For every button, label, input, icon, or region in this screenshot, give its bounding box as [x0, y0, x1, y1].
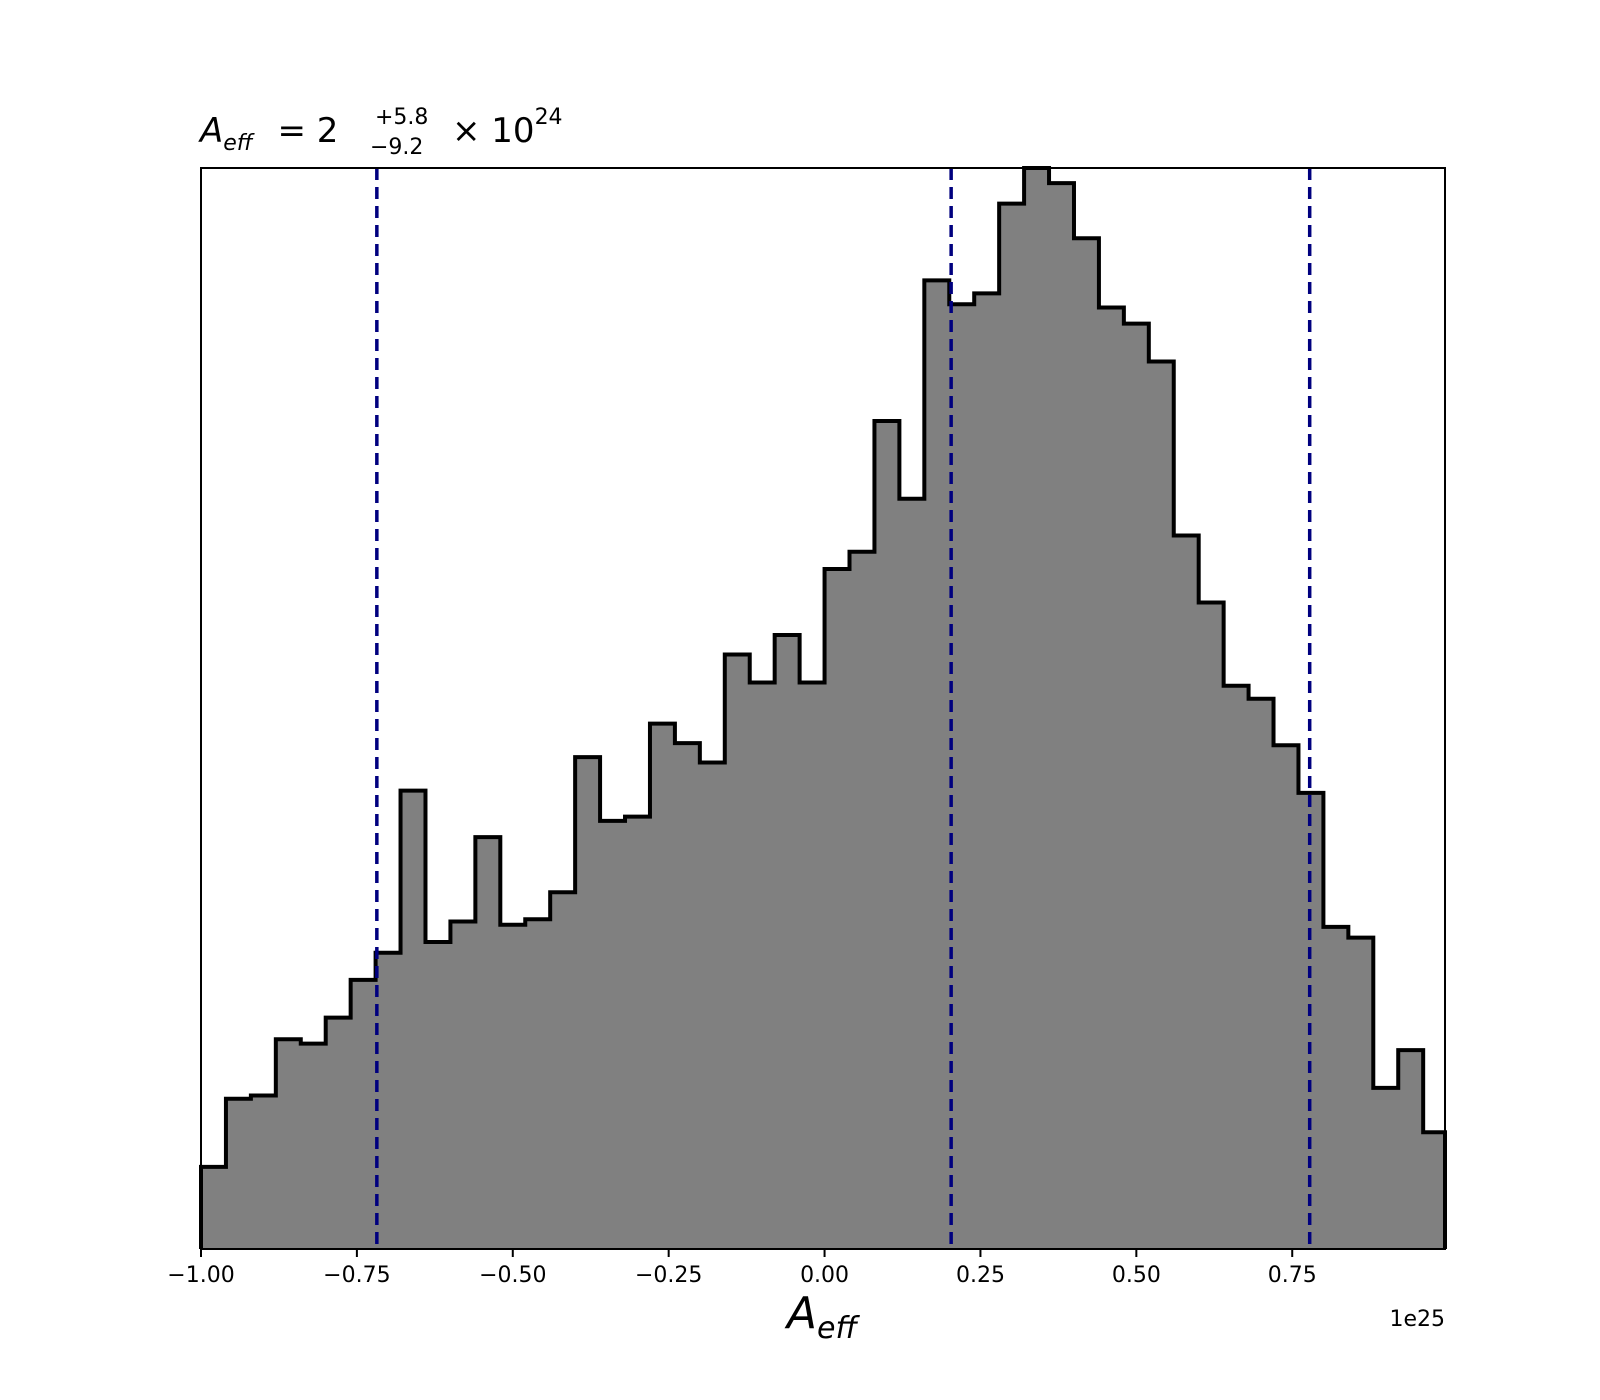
title: Aeff = 2 +5.8 −9.2 × 1024 [198, 105, 563, 160]
histogram-bar [350, 979, 377, 1249]
histogram-bars [199, 166, 1447, 1250]
histogram-bar [500, 924, 526, 1249]
histogram-bar [201, 1166, 227, 1249]
x-tick-label: −0.25 [635, 1263, 702, 1288]
histogram-bar [749, 682, 776, 1249]
x-tick-label: −0.50 [479, 1263, 546, 1288]
histogram-bar [375, 952, 402, 1249]
histogram-bar [1123, 323, 1150, 1249]
histogram-bar [300, 1043, 327, 1249]
x-tick-label: −1.00 [167, 1263, 234, 1288]
plot-frame [200, 167, 1446, 1250]
title-lower-error: −9.2 [370, 135, 423, 160]
histogram-bar [1373, 1087, 1399, 1249]
histogram-bar [874, 420, 900, 1250]
histogram-bar [400, 790, 427, 1249]
histogram-bar [1323, 926, 1349, 1249]
histogram-bar [899, 498, 925, 1249]
histogram-bar [1073, 238, 1100, 1249]
x-tick-label: 0.25 [956, 1263, 1005, 1288]
histogram-bar [1098, 307, 1125, 1250]
histogram-bar [1223, 685, 1250, 1249]
histogram-bar [1173, 535, 1200, 1249]
histogram-bar [699, 762, 726, 1249]
histogram-outline [199, 166, 1447, 1249]
title-exponent: 24 [535, 105, 563, 130]
chart-title: Aeff = 2 [198, 111, 338, 156]
x-axis-label: Aeff [784, 1288, 861, 1346]
histogram-bar [824, 569, 851, 1249]
x-tick-label: 0.75 [1268, 1263, 1317, 1288]
histogram-bar [1198, 602, 1225, 1249]
histogram-bar [475, 837, 501, 1249]
histogram-bar [450, 921, 476, 1249]
histogram-bar [649, 723, 676, 1249]
x-tick-label: 0.00 [800, 1263, 849, 1288]
x-tick-label: −0.75 [323, 1263, 390, 1288]
histogram-bar [550, 892, 576, 1249]
histogram-bar [1049, 183, 1075, 1249]
histogram-bar [225, 1098, 252, 1249]
histogram-bar [1024, 168, 1050, 1249]
histogram-bar [575, 757, 601, 1249]
histogram-bar [674, 743, 701, 1249]
histogram-bar [250, 1095, 277, 1249]
histogram-bar [325, 1017, 352, 1249]
histogram-bar [849, 551, 876, 1249]
histogram-bar [275, 1039, 302, 1249]
quantile-lines [375, 168, 1312, 1249]
x-tick-label: 0.50 [1112, 1263, 1161, 1288]
histogram-bar [1348, 937, 1374, 1249]
histogram-bar [1423, 1132, 1446, 1249]
x-axis-ticks: −1.00 −0.75 −0.50 −0.25 0.00 0.25 0.50 0.75 [167, 1249, 1317, 1288]
histogram-bar [799, 682, 826, 1249]
histogram-bar [1148, 361, 1175, 1249]
histogram-bar [1398, 1050, 1424, 1249]
histogram-bar [1248, 698, 1275, 1249]
histogram-bar [625, 816, 651, 1249]
histogram-bar [1273, 745, 1300, 1249]
histogram-bar [525, 919, 551, 1249]
title-multiplier: × 1024 [452, 105, 563, 151]
x-axis-offset-label: 1e25 [1389, 1307, 1445, 1332]
title-symbol-sub: eff [223, 131, 255, 156]
histogram-bar [774, 634, 801, 1249]
title-equals: = 2 [267, 111, 339, 151]
histogram-bar [724, 654, 751, 1249]
histogram-bar [425, 941, 452, 1249]
title-symbol: A [198, 111, 223, 151]
histogram-bar [949, 304, 975, 1249]
histogram-bar [974, 293, 1000, 1249]
histogram-bar [999, 203, 1025, 1250]
histogram-bar [924, 280, 950, 1249]
histogram-bar [600, 820, 626, 1249]
histogram-bar [1298, 792, 1325, 1249]
title-upper-error: +5.8 [375, 105, 428, 130]
